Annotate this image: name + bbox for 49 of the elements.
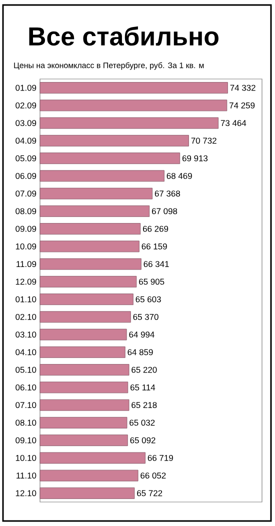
y-tick-label: 01.09 — [16, 84, 36, 91]
data-label: 65 603 — [136, 296, 161, 302]
data-label: 66 159 — [142, 243, 167, 250]
y-tick-label: 04.10 — [16, 349, 36, 356]
data-label: 74 259 — [230, 102, 255, 108]
data-label: 65 722 — [137, 490, 162, 496]
data-label: 65 092 — [130, 437, 156, 444]
data-label: 64 994 — [129, 332, 154, 338]
y-tick-label: 11.10 — [16, 472, 36, 479]
y-tick-label: 06.09 — [16, 172, 36, 179]
y-tick-label: 02.10 — [16, 314, 36, 320]
data-label: 66 052 — [140, 472, 166, 479]
y-tick-label: 11.09 — [16, 261, 36, 268]
y-tick-label: 05.10 — [16, 366, 36, 373]
y-tick-label: 03.09 — [16, 120, 36, 126]
data-label: 69 913 — [182, 155, 208, 162]
y-tick-label: 08.09 — [16, 208, 36, 214]
data-label: 70 732 — [191, 138, 216, 144]
data-label: 66 269 — [143, 226, 168, 232]
y-tick-label: 07.09 — [16, 190, 36, 197]
y-tick-label: 09.10 — [16, 437, 36, 444]
y-tick-label: 07.10 — [16, 402, 36, 408]
y-tick-label: 06.10 — [16, 384, 36, 390]
y-tick-label: 08.10 — [16, 420, 36, 426]
data-label: 73 464 — [220, 120, 246, 126]
data-label: 65 218 — [132, 402, 157, 408]
data-label: 65 370 — [133, 314, 158, 320]
y-tick-label: 12.10 — [16, 490, 36, 496]
y-tick-label: 10.09 — [16, 243, 36, 250]
data-label: 64 859 — [128, 349, 153, 356]
y-tick-label: 12.09 — [16, 278, 36, 285]
data-label: 65 220 — [132, 366, 157, 373]
data-label: 74 332 — [230, 84, 256, 91]
data-label: 67 098 — [152, 208, 178, 214]
data-label: 67 368 — [154, 190, 180, 197]
data-label: 65 905 — [139, 278, 164, 285]
y-tick-label: 10.10 — [16, 454, 36, 461]
y-tick-label: 05.09 — [16, 155, 36, 162]
data-label: 65 032 — [130, 420, 155, 426]
y-tick-label: 04.09 — [16, 138, 36, 144]
data-label: 66 341 — [144, 261, 169, 268]
y-tick-label: 01.10 — [16, 296, 36, 302]
chart-title: Все стабильно — [29, 26, 218, 46]
data-label: 68 469 — [166, 172, 192, 179]
data-label: 66 719 — [148, 454, 173, 461]
y-tick-label: 09.09 — [16, 226, 36, 232]
data-label: 65 114 — [130, 384, 156, 390]
y-tick-label: 02.09 — [16, 102, 36, 108]
y-tick-label: 03.10 — [16, 332, 36, 338]
